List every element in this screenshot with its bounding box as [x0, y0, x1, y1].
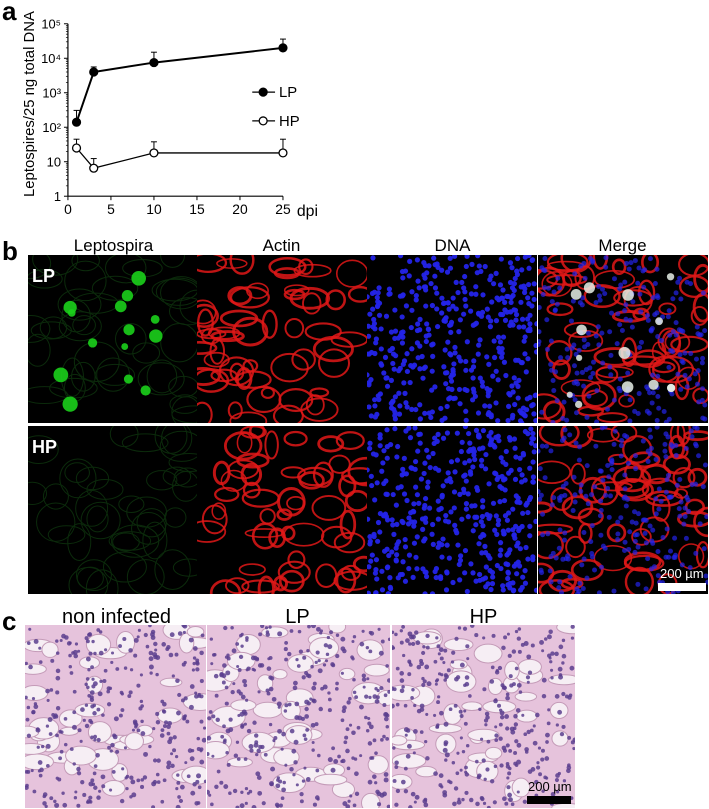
col-header-actin: Actin	[262, 236, 301, 255]
micrograph-merge-lp	[538, 255, 708, 423]
micrograph-leptospira-hp	[28, 426, 198, 594]
col-header-dna: DNA	[434, 236, 471, 255]
x-tick-label: 20	[232, 201, 248, 217]
x-tick-label: 5	[107, 201, 115, 217]
legend-label-lp: LP	[279, 85, 297, 101]
panel-letter-c: c	[2, 606, 17, 636]
point-hp	[89, 163, 99, 173]
scale-bar-c	[527, 796, 571, 804]
scale-bar-b	[658, 583, 706, 591]
legend-marker-lp	[258, 87, 268, 97]
legend-label-hp: HP	[279, 114, 300, 130]
col-header-leptospira: Leptospira	[73, 236, 154, 255]
point-lp	[89, 67, 99, 77]
y-axis-label: Leptospires/25 ng total DNA	[22, 11, 38, 197]
x-tick-label: 25	[275, 201, 291, 217]
point-lp	[71, 117, 82, 127]
y-tick-label: 10⁴	[41, 51, 61, 66]
micrograph-actin-lp	[197, 255, 367, 423]
x-axis-label: dpi	[297, 203, 318, 220]
col-header-merge: Merge	[598, 236, 647, 255]
micrograph-leptospira-lp	[28, 255, 198, 423]
he-micrograph-hp	[392, 625, 575, 808]
row-label-lp: LP	[32, 266, 56, 286]
line-chart: Leptospires/25 ng total DNA dpi 0 5 10 15 20…	[22, 11, 318, 220]
he-micrograph-lp	[207, 625, 390, 808]
micrograph-dna-lp	[367, 255, 537, 423]
series-line-lp	[75, 46, 284, 123]
y-tick-label: 10⁵	[41, 17, 61, 32]
point-lp	[278, 43, 288, 53]
x-tick-label: 0	[64, 201, 72, 217]
point-hp	[278, 148, 288, 158]
micrograph-actin-hp	[197, 426, 367, 594]
point-hp	[149, 148, 159, 158]
x-tick-label: 10	[146, 201, 162, 217]
he-header-non-infected: non infected	[62, 606, 171, 628]
y-tick-label: 1	[54, 189, 61, 204]
y-tick-label: 10	[47, 155, 61, 170]
scale-bar-c-label: 200 µm	[528, 779, 572, 794]
y-tick-label: 10²	[42, 120, 61, 135]
row-label-hp: HP	[32, 437, 58, 457]
micrograph-dna-hp	[367, 426, 537, 594]
micrograph-merge-hp	[538, 426, 708, 594]
panel-letter-a: a	[2, 0, 17, 26]
point-hp	[71, 143, 82, 153]
he-header-hp: HP	[469, 606, 498, 628]
x-tick-label: 15	[189, 201, 205, 217]
scale-bar-b-label: 200 µm	[660, 566, 704, 581]
he-header-lp: LP	[285, 606, 310, 628]
y-tick-label: 10³	[42, 86, 61, 101]
series-line-hp	[76, 147, 283, 169]
he-micrograph-non-infected	[25, 625, 206, 808]
panel-letter-b: b	[2, 236, 18, 266]
legend-marker-hp	[258, 116, 268, 126]
point-lp	[149, 57, 159, 68]
